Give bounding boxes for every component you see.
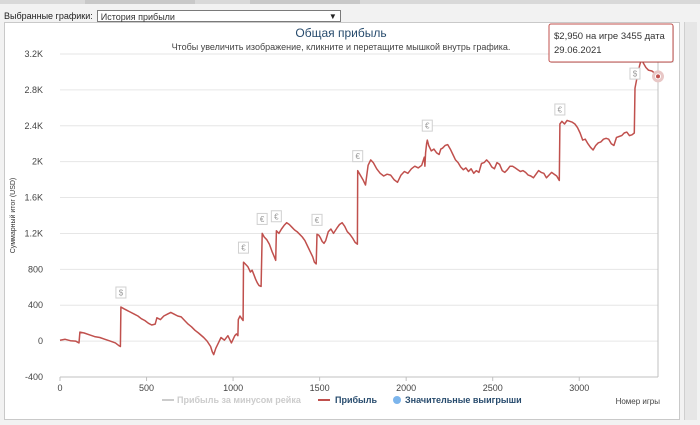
profit-series-line[interactable] xyxy=(59,57,659,356)
x-tick-label: 500 xyxy=(139,383,154,393)
chart-toolbar: Выбранные графики: История прибыли ▼ xyxy=(4,9,341,23)
tooltip-line-1: $2,950 на игре 3455 дата xyxy=(554,31,665,42)
big-win-marker-symbol: € xyxy=(425,122,430,131)
y-tick-label: 0 xyxy=(38,336,43,346)
big-win-marker-box xyxy=(115,286,127,299)
big-win-marker[interactable]: € xyxy=(421,119,433,132)
y-tick-label: 2K xyxy=(32,157,43,167)
x-tick-label: 3000 xyxy=(569,383,589,393)
big-win-marker[interactable]: $ xyxy=(629,67,641,80)
big-win-marker-symbol: € xyxy=(558,105,563,114)
big-win-marker-symbol: $ xyxy=(633,70,638,79)
top-strip-tab xyxy=(85,0,195,4)
y-tick-label: 1.6K xyxy=(24,193,43,203)
x-tick-label: 0 xyxy=(57,383,62,393)
chart-panel[interactable] xyxy=(4,22,680,420)
big-win-marker-symbol: € xyxy=(355,152,360,161)
hover-point[interactable] xyxy=(655,73,661,80)
scrollbar[interactable] xyxy=(684,22,697,420)
big-win-marker-symbol: € xyxy=(315,216,320,225)
big-win-marker-box xyxy=(256,212,268,225)
y-axis-title: Суммарный итог (USD) xyxy=(9,178,17,254)
x-axis-title: Номер игры xyxy=(616,397,661,406)
big-win-marker-box xyxy=(629,67,641,80)
big-win-marker[interactable]: € xyxy=(352,150,364,163)
chart-title: Общая прибыль xyxy=(295,26,386,40)
x-tick-label: 1500 xyxy=(310,383,330,393)
x-tick-label: 2000 xyxy=(396,383,416,393)
y-tick-label: 3.2K xyxy=(24,49,43,59)
x-tick-label: 2500 xyxy=(483,383,503,393)
legend-symbol-big-wins xyxy=(393,396,401,404)
y-tick-label: 2.4K xyxy=(24,121,43,131)
tooltip-box xyxy=(548,23,674,63)
chart-subtitle: Чтобы увеличить изображение, кликните и … xyxy=(172,42,511,52)
big-win-marker-symbol: € xyxy=(274,212,279,221)
big-win-marker-box xyxy=(311,213,323,226)
y-tick-label: 400 xyxy=(28,300,43,310)
chevron-down-icon: ▼ xyxy=(328,12,337,21)
big-win-marker-box xyxy=(554,103,566,116)
chart-select[interactable]: История прибыли ▼ xyxy=(96,10,341,22)
legend-item-no-rake[interactable]: Прибыль за минусом рейка xyxy=(177,395,302,405)
top-strip xyxy=(0,0,700,4)
y-tick-label: -400 xyxy=(25,372,43,382)
big-win-marker[interactable]: € xyxy=(256,212,268,225)
big-win-marker[interactable]: € xyxy=(237,241,249,254)
big-win-marker[interactable]: € xyxy=(270,210,282,223)
big-win-marker-box xyxy=(352,150,364,163)
legend-item-big-wins[interactable]: Значительные выигрыши xyxy=(405,395,522,405)
big-win-marker[interactable]: € xyxy=(554,103,566,116)
tooltip-line-2: 29.06.2021 xyxy=(554,45,602,56)
legend-item-profit[interactable]: Прибыль xyxy=(335,395,377,405)
big-win-marker-symbol: $ xyxy=(119,289,124,298)
y-tick-label: 1.2K xyxy=(24,228,43,238)
big-win-marker[interactable]: € xyxy=(311,213,323,226)
chart-select-label: Выбранные графики: xyxy=(4,11,93,21)
big-win-marker-box xyxy=(237,241,249,254)
top-strip-tab xyxy=(250,0,360,4)
big-win-marker-box xyxy=(270,210,282,223)
big-win-marker[interactable]: $ xyxy=(115,286,127,299)
y-tick-label: 2.8K xyxy=(24,85,43,95)
big-win-marker-symbol: € xyxy=(241,244,246,253)
big-win-marker-box xyxy=(421,119,433,132)
big-win-marker-symbol: € xyxy=(260,215,265,224)
y-tick-label: 800 xyxy=(28,264,43,274)
x-tick-label: 1000 xyxy=(223,383,243,393)
chart-select-value: История прибыли xyxy=(100,12,175,22)
